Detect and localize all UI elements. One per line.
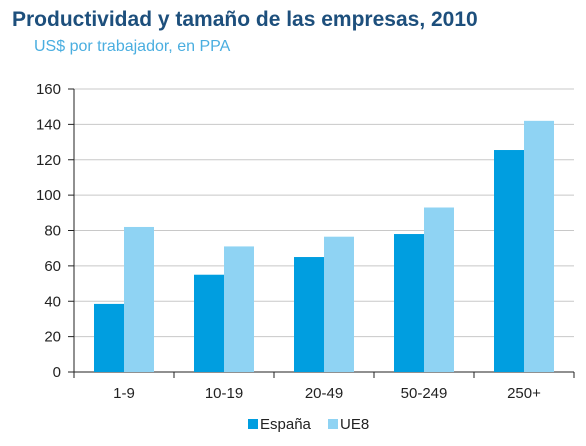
chart-title: Productividad y tamaño de las empresas, … <box>12 8 478 31</box>
y-tick-label: 40 <box>44 293 61 310</box>
bar-espana-1-9 <box>94 303 124 372</box>
bar-espana-10-19 <box>194 274 224 372</box>
bar-espana-250+ <box>494 150 524 372</box>
y-tick-label: 0 <box>53 364 61 381</box>
x-tick-label: 50-249 <box>401 385 448 402</box>
x-tick-label: 20-49 <box>305 385 343 402</box>
tick-labels: 0 20 40 60 80 100 120 140 160 1-9 10-19 20-49 50-249… <box>36 81 541 402</box>
x-tick-label: 10-19 <box>205 385 243 402</box>
y-tick-label: 120 <box>36 152 61 169</box>
chart-subtitle: US$ por trabajador, en PPA <box>34 38 231 55</box>
bar-ue8-10-19 <box>224 246 254 372</box>
y-tick-label: 140 <box>36 116 61 133</box>
bar-ue8-20-49 <box>324 236 354 372</box>
y-tick-label: 100 <box>36 187 61 204</box>
bar-ue8-50-249 <box>424 207 454 372</box>
bar-espana-20-49 <box>294 257 324 372</box>
legend: España UE8 <box>248 416 369 433</box>
legend-swatch-ue8 <box>328 419 338 429</box>
gridlines <box>74 88 574 338</box>
bar-ue8-250+ <box>524 120 554 373</box>
x-tick-label: 250+ <box>507 385 541 402</box>
bar-ue8-1-9 <box>124 226 154 372</box>
y-tick-label: 20 <box>44 329 61 346</box>
legend-label-espana: España <box>260 416 312 433</box>
y-tick-label: 60 <box>44 258 61 275</box>
bar-espana-50-249 <box>394 234 424 372</box>
legend-swatch-espana <box>248 419 258 429</box>
bars <box>94 120 554 373</box>
legend-label-ue8: UE8 <box>340 416 369 433</box>
y-tick-label: 80 <box>44 223 61 240</box>
x-tick-label: 1-9 <box>113 385 135 402</box>
y-tick-label: 160 <box>36 81 61 98</box>
